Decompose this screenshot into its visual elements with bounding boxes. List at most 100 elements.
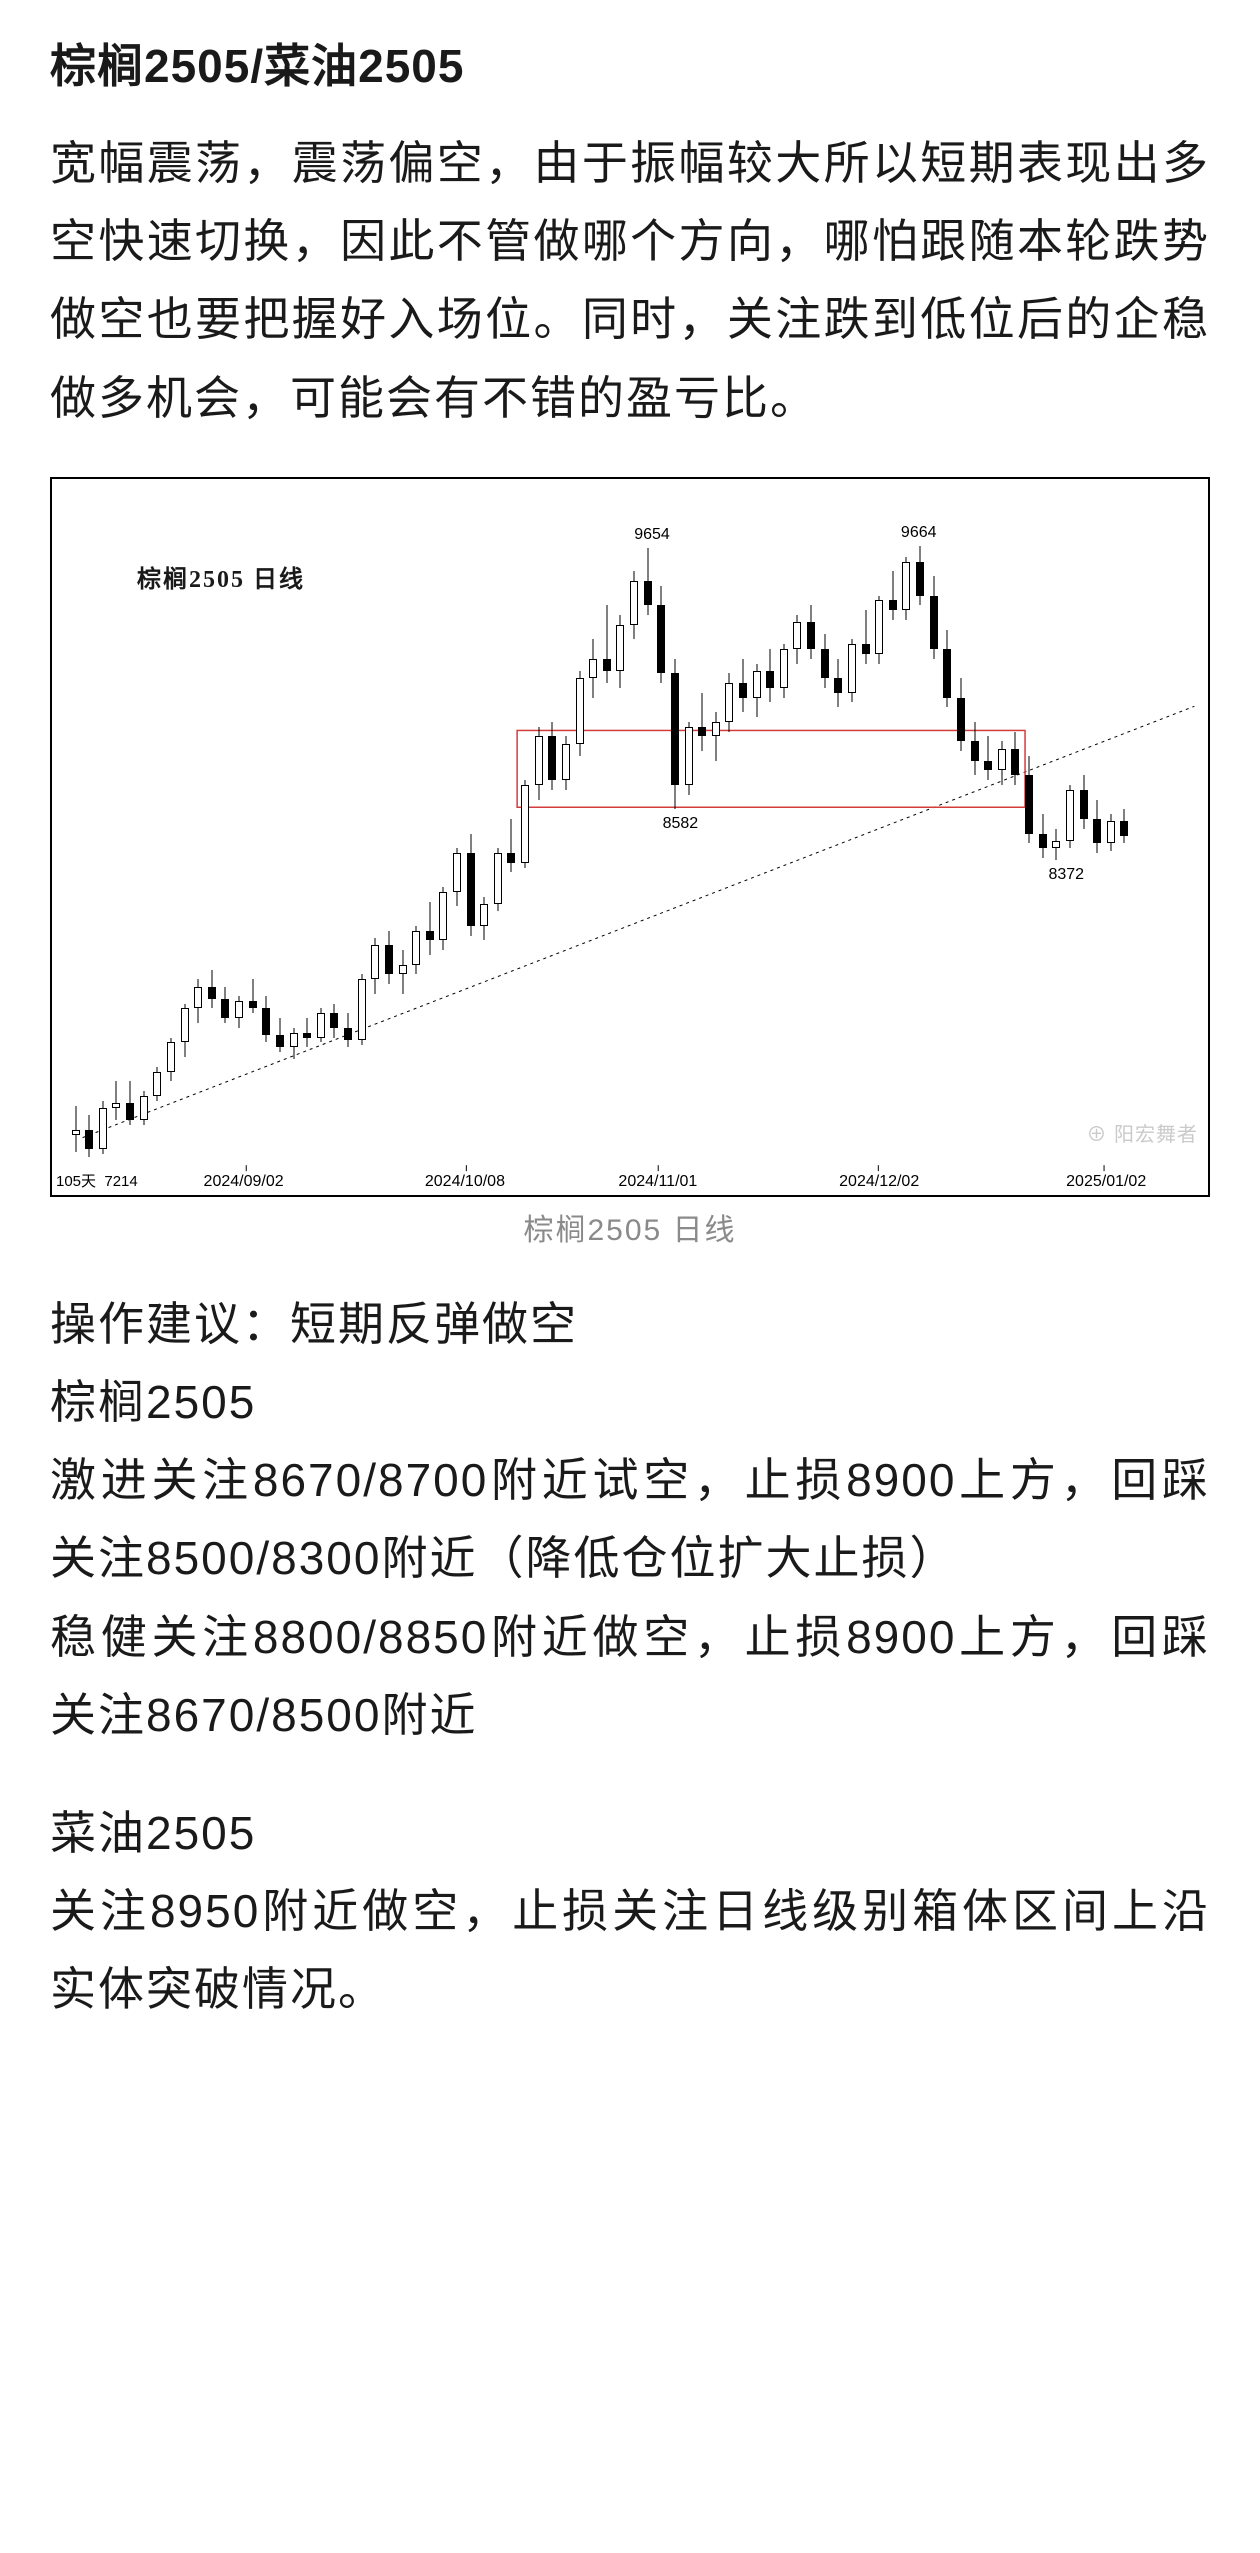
candle	[358, 974, 366, 1044]
candle	[834, 659, 842, 708]
candle	[1025, 756, 1033, 843]
candle	[616, 615, 624, 688]
candle	[494, 848, 502, 911]
candle	[208, 970, 216, 1009]
candle	[698, 693, 706, 751]
candle	[399, 950, 407, 994]
candle	[99, 1101, 107, 1154]
candle	[385, 931, 393, 984]
candle	[317, 1008, 325, 1042]
candle	[644, 548, 652, 615]
candle	[793, 615, 801, 664]
candle	[971, 722, 979, 775]
candle	[1093, 800, 1101, 853]
intro-paragraph: 宽幅震荡，震荡偏空，由于振幅较大所以短期表现出多空快速切换，因此不管做哪个方向，…	[50, 124, 1210, 437]
candle	[685, 722, 693, 795]
x-axis-label: 2024/11/01	[618, 1173, 697, 1191]
candle	[562, 736, 570, 789]
article-title: 棕榈2505/菜油2505	[50, 30, 1210, 96]
candle	[303, 1018, 311, 1047]
price-label: 8582	[663, 815, 699, 833]
chart-caption: 棕榈2505 日线	[50, 1205, 1210, 1249]
candle	[330, 1004, 338, 1038]
candle	[467, 834, 475, 936]
candle	[548, 722, 556, 790]
candle	[1107, 814, 1115, 850]
candle	[140, 1091, 148, 1125]
candle	[984, 736, 992, 780]
x-axis-label: 2025/01/02	[1066, 1173, 1146, 1191]
candle	[807, 605, 815, 658]
candle	[112, 1081, 120, 1120]
candle	[766, 649, 774, 702]
product1-line2: 稳健关注8800/8850附近做空，止损8900上方，回踩关注8670/8500…	[50, 1598, 1210, 1754]
candle	[85, 1115, 93, 1156]
candle	[957, 678, 965, 751]
candle	[712, 712, 720, 761]
watermark-text: ⊕ 阳宏舞者	[1086, 1118, 1198, 1147]
candle	[1011, 732, 1019, 785]
candle	[780, 644, 788, 697]
candle	[902, 557, 910, 620]
candle-layer: 2024/09/02 2024/10/08 2024/11/01 2024/12/02…	[52, 479, 1208, 1195]
candle	[576, 671, 584, 756]
candle	[862, 610, 870, 663]
candle	[589, 639, 597, 697]
product1-name: 棕榈2505	[50, 1363, 1210, 1441]
candle	[1080, 775, 1088, 828]
candle	[507, 819, 515, 872]
x-axis-label: 2024/09/02	[204, 1173, 284, 1191]
candle	[426, 902, 434, 955]
candle	[153, 1067, 161, 1101]
candle	[848, 639, 856, 702]
candle	[521, 780, 529, 867]
candle	[72, 1106, 80, 1152]
candle	[1066, 785, 1074, 848]
chart-container: 棕榈2505 日线 2024/09/02 2024/10/08 2024/11/01…	[50, 477, 1210, 1249]
price-label: 9664	[901, 524, 937, 542]
candle	[344, 1013, 352, 1047]
product2-line1: 关注8950附近做空，止损关注日线级别箱体区间上沿实体突破情况。	[50, 1872, 1210, 2028]
candle	[930, 576, 938, 659]
x-axis-label: 2024/12/02	[839, 1173, 919, 1191]
candle	[916, 546, 924, 605]
corner-days: 105天	[56, 1173, 96, 1190]
candle	[221, 987, 229, 1023]
candle	[276, 1018, 284, 1052]
candle	[753, 664, 761, 717]
candle	[181, 1004, 189, 1057]
price-label: 8372	[1048, 866, 1084, 884]
candle	[235, 996, 243, 1028]
product1-line1: 激进关注8670/8700附近试空，止损8900上方，回踩关注8500/8300…	[50, 1441, 1210, 1597]
candle	[657, 586, 665, 683]
candle	[1039, 814, 1047, 858]
price-label: 9654	[634, 526, 670, 544]
candle	[889, 571, 897, 620]
candle	[821, 634, 829, 687]
candle	[126, 1081, 134, 1125]
candle	[439, 887, 447, 950]
corner-label: 105天 7214	[56, 1170, 138, 1191]
candle	[262, 996, 270, 1042]
candle	[725, 673, 733, 731]
candle	[167, 1038, 175, 1082]
candle	[194, 979, 202, 1023]
candle	[603, 605, 611, 683]
candle	[875, 596, 883, 664]
candle	[453, 848, 461, 906]
candle	[480, 897, 488, 941]
advice-header: 操作建议：短期反弹做空	[50, 1285, 1210, 1363]
candle	[671, 659, 679, 809]
x-axis-label: 2024/10/08	[425, 1173, 505, 1191]
candle	[1052, 829, 1060, 860]
product2-name: 菜油2505	[50, 1794, 1210, 1872]
candle	[535, 727, 543, 800]
candle	[1120, 809, 1128, 843]
candle	[998, 741, 1006, 785]
candle	[371, 938, 379, 994]
candle	[290, 1028, 298, 1060]
candle	[739, 659, 747, 712]
candle	[249, 979, 257, 1013]
candle	[630, 571, 638, 639]
candle	[412, 926, 420, 975]
